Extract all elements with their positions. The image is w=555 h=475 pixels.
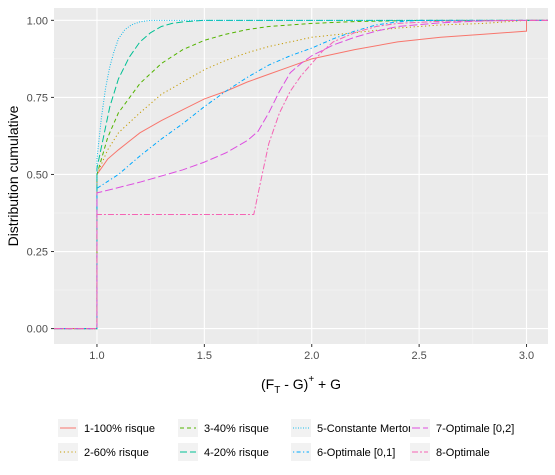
- legend-label: 6-Optimale [0,1]: [317, 447, 395, 459]
- legend-item-3: 3-40% risque: [178, 419, 269, 437]
- legend-label: 5-Constante Merton: [317, 423, 414, 435]
- y-tick-label: 0.75: [27, 92, 48, 104]
- legend-label: 3-40% risque: [204, 423, 269, 435]
- series-line-3: [54, 19, 548, 330]
- legend-item-6: 6-Optimale [0,1]: [291, 443, 395, 461]
- y-tick-label: 0.25: [27, 247, 48, 259]
- x-axis-title-sub: T: [274, 385, 280, 396]
- series-line-6: [54, 19, 548, 330]
- series-layer: [54, 19, 548, 330]
- x-axis-title-mid: - G): [280, 376, 308, 392]
- y-axis: 0.00 0.25 0.50 0.75 1.00: [27, 15, 54, 336]
- x-tick-label: 2.0: [304, 350, 319, 362]
- y-axis-title: Distribution cumulative: [5, 105, 21, 246]
- legend-label: 2-60% risque: [84, 447, 149, 459]
- legend-item-2: 2-60% risque: [58, 443, 149, 461]
- legend: 1-100% risque 2-60% risque 3-40% risque 4-2…: [58, 419, 514, 461]
- legend-label: 8-Optimale: [436, 447, 490, 459]
- legend-label: 4-20% risque: [204, 447, 269, 459]
- x-axis: 1.0 1.5 2.0 2.5 3.0: [89, 344, 534, 362]
- y-tick-label: 1.00: [27, 15, 48, 27]
- x-tick-label: 1.5: [197, 350, 212, 362]
- x-axis-title-open: (F: [261, 376, 274, 392]
- series-line-8: [54, 19, 548, 330]
- legend-key-bg: [291, 443, 311, 461]
- series-line-5: [54, 19, 548, 330]
- series-line-2: [54, 19, 548, 330]
- x-axis-title: (FT - G)+ + G: [261, 374, 341, 396]
- x-axis-title-sup: +: [308, 374, 314, 385]
- legend-item-4: 4-20% risque: [178, 443, 269, 461]
- legend-item-7: 7-Optimale [0,2]: [410, 419, 514, 437]
- series-line-7: [54, 19, 548, 330]
- x-tick-label: 2.5: [411, 350, 426, 362]
- x-tick-label: 3.0: [519, 350, 534, 362]
- y-tick-label: 0.00: [27, 324, 48, 336]
- legend-item-1: 1-100% risque: [58, 419, 155, 437]
- series-line-4: [54, 19, 548, 330]
- series-line-1: [54, 19, 548, 330]
- legend-label: 1-100% risque: [84, 423, 155, 435]
- x-axis-title-tail: + G: [314, 376, 341, 392]
- x-tick-label: 1.0: [89, 350, 104, 362]
- legend-key-bg: [178, 443, 198, 461]
- plot-panel: [54, 8, 548, 344]
- legend-label: 7-Optimale [0,2]: [436, 423, 514, 435]
- y-tick-label: 0.50: [27, 169, 48, 181]
- legend-item-5: 5-Constante Merton: [291, 419, 414, 437]
- legend-item-8: 8-Optimale: [410, 443, 490, 461]
